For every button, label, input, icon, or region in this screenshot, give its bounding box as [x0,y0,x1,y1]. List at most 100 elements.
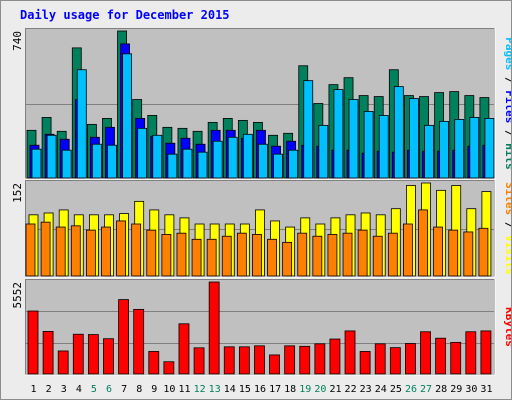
x-tick-label-31: 31 [480,384,492,395]
graph-title: Daily usage for December 2015 [20,8,230,22]
x-tick-label-9: 9 [151,384,157,395]
sites-bar-18 [282,241,293,277]
legend-part: / [503,215,511,235]
kbytes-bar-9 [148,351,160,375]
kbytes-bar-19 [299,345,311,375]
pages-bar-4 [76,69,87,179]
legend-part: / [503,123,511,143]
kbytes-bar-30 [465,331,477,375]
pages-bar-16 [258,143,268,179]
kbytes-bar-16 [254,345,265,375]
pages-bar-31 [484,118,495,179]
kbytes-bar-11 [178,323,190,375]
x-tick-label-26: 26 [405,384,417,395]
sites-bar-31 [478,227,489,277]
x-tick-label-8: 8 [136,384,142,395]
x-tick-label-7: 7 [121,384,127,395]
sites-bar-2 [40,221,51,277]
sites-bar-11 [176,232,187,277]
pages-bar-13 [212,140,223,179]
kbytes-bar-22 [344,330,356,375]
x-tick-label-14: 14 [224,384,236,395]
sites-bar-10 [161,233,172,277]
kbytes-bar-3 [57,350,69,375]
kbytes-bar-28 [435,337,447,375]
sites-bar-15 [236,232,247,277]
kbytes-bar-10 [163,361,175,375]
x-tick-label-6: 6 [106,384,112,395]
sites-bar-16 [252,233,262,277]
x-tick-label-16: 16 [254,384,266,395]
sites-bar-19 [297,232,308,277]
kbytes-bar-26 [405,343,416,375]
sites-bar-20 [312,235,323,277]
kbytes-bar-20 [314,343,326,375]
pages-bar-10 [167,153,178,179]
x-tick-label-22: 22 [345,384,357,395]
y-max-label-3: 5552 [11,282,24,309]
pages-bar-12 [197,151,208,179]
sites-bar-8 [131,223,142,277]
pages-bar-17 [273,153,283,179]
kbytes-bar-29 [450,341,462,375]
x-tick-label-11: 11 [178,384,190,395]
pages-bar-27 [424,124,434,179]
kbytes-bar-14 [223,346,235,375]
x-tick-label-29: 29 [450,384,462,395]
kbytes-bar-2 [42,331,54,375]
pages-bar-24 [378,115,389,179]
x-tick-label-18: 18 [284,384,296,395]
kbytes-bar-15 [238,346,250,375]
kbytes-bar-7 [118,299,129,375]
sites-bar-21 [327,233,338,277]
pages-bar-29 [454,118,465,179]
kbytes-bar-21 [329,338,341,375]
pages-bar-26 [409,98,419,179]
x-tick-label-10: 10 [163,384,175,395]
x-tick-label-25: 25 [390,384,402,395]
sites-bar-22 [342,232,353,277]
kbytes-bar-4 [72,333,84,375]
sites-bar-4 [70,225,81,277]
kbytes-bar-18 [284,345,296,375]
pages-bar-20 [318,124,329,179]
x-tick-label-1: 1 [31,384,37,395]
x-tick-label-5: 5 [91,384,97,395]
x-tick-label-12: 12 [194,384,206,395]
legend-part: Files [503,90,511,123]
sites-bar-26 [403,223,413,277]
pages-bar-5 [91,143,102,179]
pages-bar-19 [303,80,314,179]
sites-bar-5 [85,229,96,277]
sites-bar-27 [418,209,428,277]
x-tick-label-4: 4 [76,384,82,395]
x-tick-label-15: 15 [239,384,251,395]
pages-bar-1 [31,148,42,179]
kbytes-bar-5 [87,334,99,375]
pages-bar-28 [439,120,450,179]
sites-bar-7 [116,220,126,277]
kbytes-bar-12 [193,347,205,375]
pages-bar-21 [333,89,344,179]
x-tick-label-20: 20 [314,384,326,395]
right-legend-2: Sites / Visits [503,182,511,275]
sites-bar-1 [25,223,36,277]
sites-bar-14 [221,235,232,277]
pages-bar-25 [393,86,404,179]
x-tick-label-24: 24 [375,384,387,395]
kbytes-bar-6 [103,338,114,375]
sites-bar-6 [101,226,111,277]
pages-bar-22 [348,99,359,179]
x-tick-label-17: 17 [269,384,281,395]
right-legend-1: Pages / Files / Hits [503,37,511,170]
sites-bar-28 [433,226,444,277]
x-tick-label-21: 21 [329,384,341,395]
pages-bar-8 [137,127,148,179]
pages-bar-15 [242,133,253,179]
pages-bar-2 [46,134,57,179]
sites-bar-30 [463,231,474,277]
kbytes-bar-1 [27,310,39,375]
pages-bar-11 [182,148,193,179]
